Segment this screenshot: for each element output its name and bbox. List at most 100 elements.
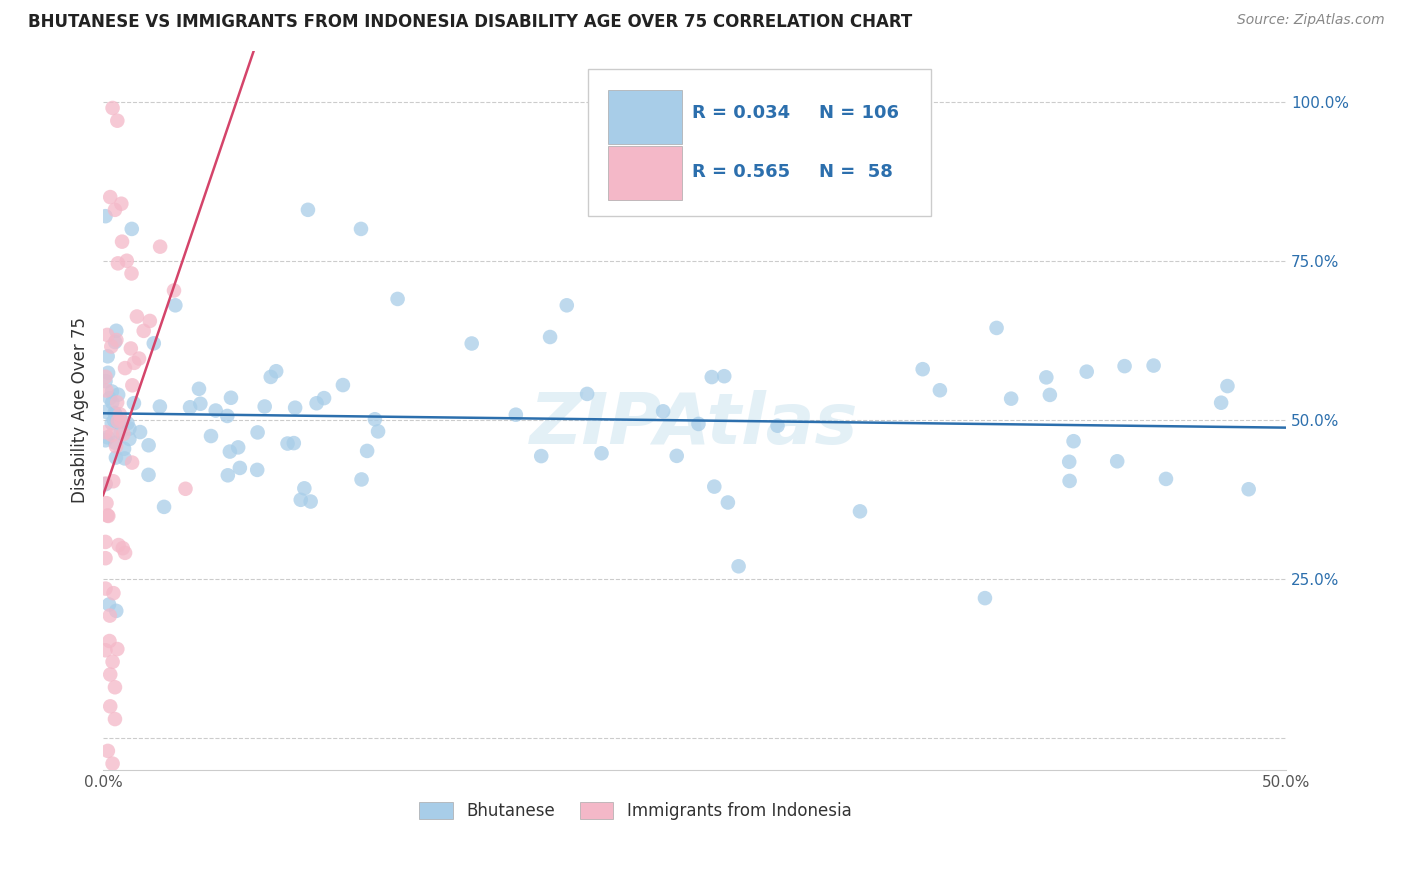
- Point: [104, 680, 127, 694]
- Point: [190, 397, 212, 411]
- Point: [703, 480, 725, 494]
- Point: [105, 604, 128, 618]
- Point: [292, 481, 315, 495]
- Point: [350, 222, 373, 236]
- Point: [114, 361, 136, 376]
- Point: [101, 428, 124, 442]
- Point: [94, 434, 117, 448]
- Point: [97, 744, 120, 758]
- Point: [121, 267, 143, 281]
- Point: [114, 451, 136, 466]
- Point: [174, 482, 197, 496]
- Text: ZIPAtlas: ZIPAtlas: [530, 390, 859, 459]
- Point: [1142, 359, 1164, 373]
- Point: [118, 421, 141, 435]
- Point: [974, 591, 997, 606]
- Point: [94, 425, 117, 440]
- Point: [260, 370, 283, 384]
- Point: [299, 494, 322, 508]
- Point: [96, 327, 118, 342]
- Point: [94, 369, 117, 384]
- Point: [538, 330, 561, 344]
- FancyBboxPatch shape: [609, 90, 682, 145]
- Point: [129, 425, 152, 439]
- Point: [104, 450, 127, 465]
- Point: [246, 463, 269, 477]
- Point: [110, 196, 132, 211]
- Point: [179, 401, 201, 415]
- Point: [700, 370, 723, 384]
- Point: [1107, 454, 1129, 468]
- Point: [312, 391, 335, 405]
- Point: [367, 425, 389, 439]
- Point: [122, 396, 145, 410]
- Point: [101, 384, 124, 399]
- Point: [356, 444, 378, 458]
- Point: [132, 324, 155, 338]
- Point: [96, 508, 118, 523]
- Point: [928, 383, 950, 397]
- Point: [97, 349, 120, 363]
- Point: [94, 477, 117, 491]
- Point: [1035, 370, 1057, 384]
- Point: [114, 546, 136, 560]
- Point: [107, 538, 129, 552]
- Point: [688, 417, 710, 431]
- Point: [104, 439, 127, 453]
- Point: [264, 364, 287, 378]
- Point: [94, 476, 117, 491]
- Point: [142, 336, 165, 351]
- Point: [284, 401, 307, 415]
- Point: [149, 400, 172, 414]
- Point: [1114, 359, 1136, 373]
- Point: [226, 441, 249, 455]
- Point: [101, 756, 124, 771]
- Point: [505, 408, 527, 422]
- Point: [104, 334, 127, 349]
- Point: [98, 598, 121, 612]
- Point: [986, 321, 1008, 335]
- Point: [100, 417, 122, 431]
- Point: [713, 369, 735, 384]
- Point: [1076, 365, 1098, 379]
- Point: [1216, 379, 1239, 393]
- Point: [96, 430, 118, 444]
- Point: [105, 642, 128, 657]
- Point: [110, 413, 132, 427]
- Point: [94, 643, 117, 657]
- Point: [96, 496, 118, 510]
- Point: [128, 351, 150, 366]
- Point: [98, 634, 121, 648]
- Point: [297, 202, 319, 217]
- Point: [364, 412, 387, 426]
- Point: [290, 492, 312, 507]
- Point: [105, 324, 128, 338]
- Point: [387, 292, 409, 306]
- Point: [94, 405, 117, 419]
- Point: [96, 384, 118, 398]
- Point: [149, 240, 172, 254]
- Point: [766, 418, 789, 433]
- Point: [108, 407, 131, 421]
- Point: [118, 432, 141, 446]
- FancyBboxPatch shape: [588, 69, 931, 216]
- Point: [101, 395, 124, 409]
- Point: [1154, 472, 1177, 486]
- Point: [188, 382, 211, 396]
- Point: [283, 436, 305, 450]
- Point: [652, 404, 675, 418]
- Point: [98, 608, 121, 623]
- Point: [911, 362, 934, 376]
- Text: N =  58: N = 58: [818, 162, 893, 180]
- Point: [101, 101, 124, 115]
- Point: [115, 253, 138, 268]
- Point: [1057, 455, 1080, 469]
- Point: [305, 396, 328, 410]
- Point: [112, 427, 135, 442]
- Point: [332, 378, 354, 392]
- Point: [111, 235, 134, 249]
- Point: [98, 699, 121, 714]
- Point: [103, 413, 125, 427]
- Point: [107, 387, 129, 401]
- Point: [1063, 434, 1085, 449]
